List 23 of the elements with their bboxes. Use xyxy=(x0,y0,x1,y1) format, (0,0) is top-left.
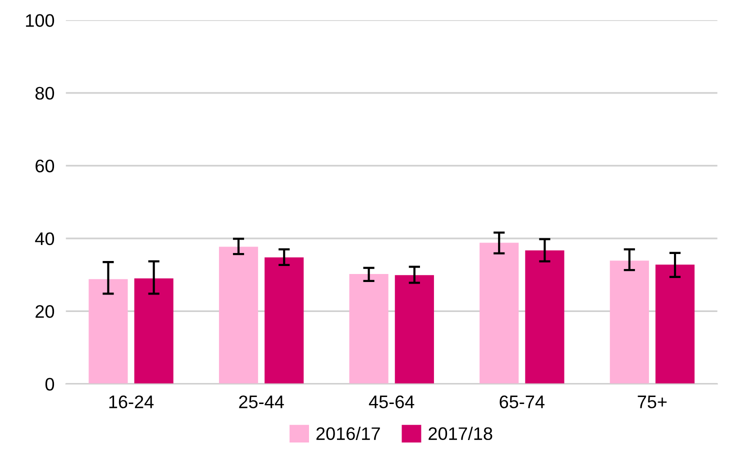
x-tick-label: 45-64 xyxy=(368,395,414,408)
bar xyxy=(610,260,649,384)
bar xyxy=(218,246,258,384)
x-tick-label: 65-74 xyxy=(500,395,544,408)
x-tick-label: 25-44 xyxy=(239,395,284,408)
bar xyxy=(394,275,434,384)
y-tick-label: 0 xyxy=(45,378,54,391)
bar xyxy=(349,274,388,384)
bar xyxy=(88,279,128,384)
y-tick-label: 60 xyxy=(36,160,54,172)
y-tick-label: 20 xyxy=(36,305,54,318)
bar xyxy=(264,257,304,384)
y-tick-label: 80 xyxy=(35,86,54,100)
y-tick-label: 100 xyxy=(26,14,54,27)
x-tick-label: 16-24 xyxy=(109,395,154,408)
bar xyxy=(525,250,564,384)
y-tick-label: 40 xyxy=(35,232,54,246)
x-tick-label: 75+ xyxy=(638,396,667,408)
bar xyxy=(480,242,519,384)
bar xyxy=(134,278,174,384)
legend-label: 2016/17 xyxy=(316,426,380,440)
legend-label: 2017/18 xyxy=(428,426,492,440)
bar xyxy=(655,264,695,384)
